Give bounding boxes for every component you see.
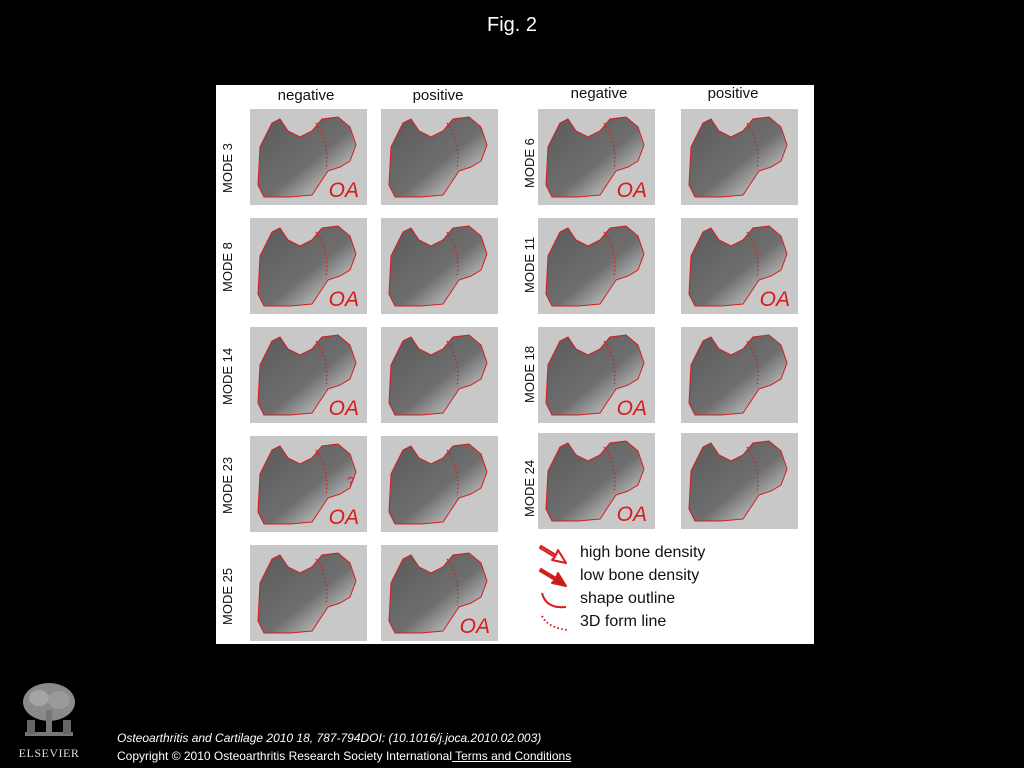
femur-panel xyxy=(381,218,498,314)
filled-arrow-icon xyxy=(539,568,567,587)
mode-label: MODE 11 xyxy=(522,236,537,293)
form-line xyxy=(315,231,328,279)
oa-label: OA xyxy=(616,179,647,202)
femur-panel: OA xyxy=(538,327,655,423)
column-header-positive: positive xyxy=(707,85,759,102)
femur-panel xyxy=(538,218,655,314)
femur-outline xyxy=(388,116,488,198)
femur-outline xyxy=(257,334,357,416)
citation: Osteoarthritis and Cartilage 2010 18, 78… xyxy=(117,731,542,745)
copyright-text: Copyright © 2010 Osteoarthritis Research… xyxy=(117,749,453,763)
femur-panel xyxy=(250,545,367,641)
legend-item-shape-outline: shape outline xyxy=(538,589,798,611)
form-line xyxy=(746,340,759,388)
femur-outline xyxy=(688,440,788,522)
femur-outline xyxy=(388,443,488,525)
form-line xyxy=(746,446,759,494)
femur-outline xyxy=(688,334,788,416)
femur-panel: OA xyxy=(538,109,655,205)
form-line xyxy=(315,340,328,388)
femur-panel: OA xyxy=(381,545,498,641)
femur-outline xyxy=(545,334,645,416)
oa-label: OA xyxy=(328,288,359,311)
mode-label: MODE 18 xyxy=(522,345,537,403)
femur-outline xyxy=(257,225,357,307)
legend: high bone density low bone density shape… xyxy=(538,543,808,638)
form-line xyxy=(603,340,616,388)
form-line xyxy=(746,231,759,279)
oa-label: OA xyxy=(459,615,490,638)
elsevier-logo: ELSEVIER xyxy=(9,680,89,760)
femur-panel xyxy=(681,327,798,423)
femur-panel xyxy=(381,436,498,532)
form-line xyxy=(446,449,459,497)
femur-outline xyxy=(545,116,645,198)
femur-outline xyxy=(545,440,645,522)
oa-label: OA xyxy=(759,288,790,311)
tree-icon xyxy=(19,680,79,742)
femur-outline xyxy=(388,225,488,307)
mode-label: MODE 23 xyxy=(220,456,235,514)
form-line xyxy=(603,231,616,279)
terms-link[interactable]: Terms and Conditions xyxy=(452,749,572,763)
legend-item-high-density: high bone density xyxy=(538,543,798,565)
mode-label: MODE 6 xyxy=(522,138,537,188)
femur-panel xyxy=(681,433,798,529)
femur-panel: OA xyxy=(250,109,367,205)
form-line xyxy=(446,558,459,606)
femur-outline xyxy=(257,443,357,525)
oa-label: OA xyxy=(616,397,647,420)
femur-panel: OA xyxy=(250,327,367,423)
question-mark: ? xyxy=(347,474,355,489)
figure-title: Fig. 2 xyxy=(486,14,538,36)
hollow-arrow-icon xyxy=(539,545,567,564)
femur-outline xyxy=(388,334,488,416)
form-line xyxy=(315,449,328,497)
form-line xyxy=(446,122,459,170)
femur-outline xyxy=(688,116,788,198)
mode-label: MODE 14 xyxy=(220,347,235,405)
mode-label: MODE 25 xyxy=(220,567,235,625)
dotted-line-icon xyxy=(541,615,569,631)
form-line xyxy=(603,122,616,170)
column-header-positive: positive xyxy=(412,87,464,104)
publisher-name: ELSEVIER xyxy=(18,746,80,760)
femur-outline xyxy=(545,225,645,307)
curve-line-icon xyxy=(541,592,567,609)
femur-panel: OA xyxy=(538,433,655,529)
femur-outline xyxy=(257,116,357,198)
oa-label: OA xyxy=(328,179,359,202)
femur-panel xyxy=(381,109,498,205)
form-line xyxy=(746,122,759,170)
mode-label: MODE 8 xyxy=(220,242,235,292)
form-line xyxy=(315,122,328,170)
column-header-negative: negative xyxy=(277,87,335,104)
figure-image: negative positive negative positive MODE… xyxy=(216,85,814,644)
femur-outline xyxy=(257,552,357,634)
femur-panel xyxy=(381,327,498,423)
copyright: Copyright © 2010 Osteoarthritis Research… xyxy=(117,749,571,763)
legend-item-form-line: 3D form line xyxy=(538,612,798,634)
oa-label: OA xyxy=(616,503,647,526)
form-line xyxy=(315,558,328,606)
femur-panel xyxy=(681,109,798,205)
femur-outline xyxy=(688,225,788,307)
oa-label: OA xyxy=(328,397,359,420)
femur-panel: OA xyxy=(681,218,798,314)
column-header-negative: negative xyxy=(570,85,628,102)
femur-outline xyxy=(388,552,488,634)
femur-panel: OA xyxy=(250,218,367,314)
oa-label: OA xyxy=(328,506,359,529)
femur-panel: OA? xyxy=(250,436,367,532)
mode-label: MODE 24 xyxy=(522,459,537,517)
form-line xyxy=(446,231,459,279)
form-line xyxy=(446,340,459,388)
legend-item-low-density: low bone density xyxy=(538,566,798,588)
mode-label: MODE 3 xyxy=(220,143,235,193)
form-line xyxy=(603,446,616,494)
